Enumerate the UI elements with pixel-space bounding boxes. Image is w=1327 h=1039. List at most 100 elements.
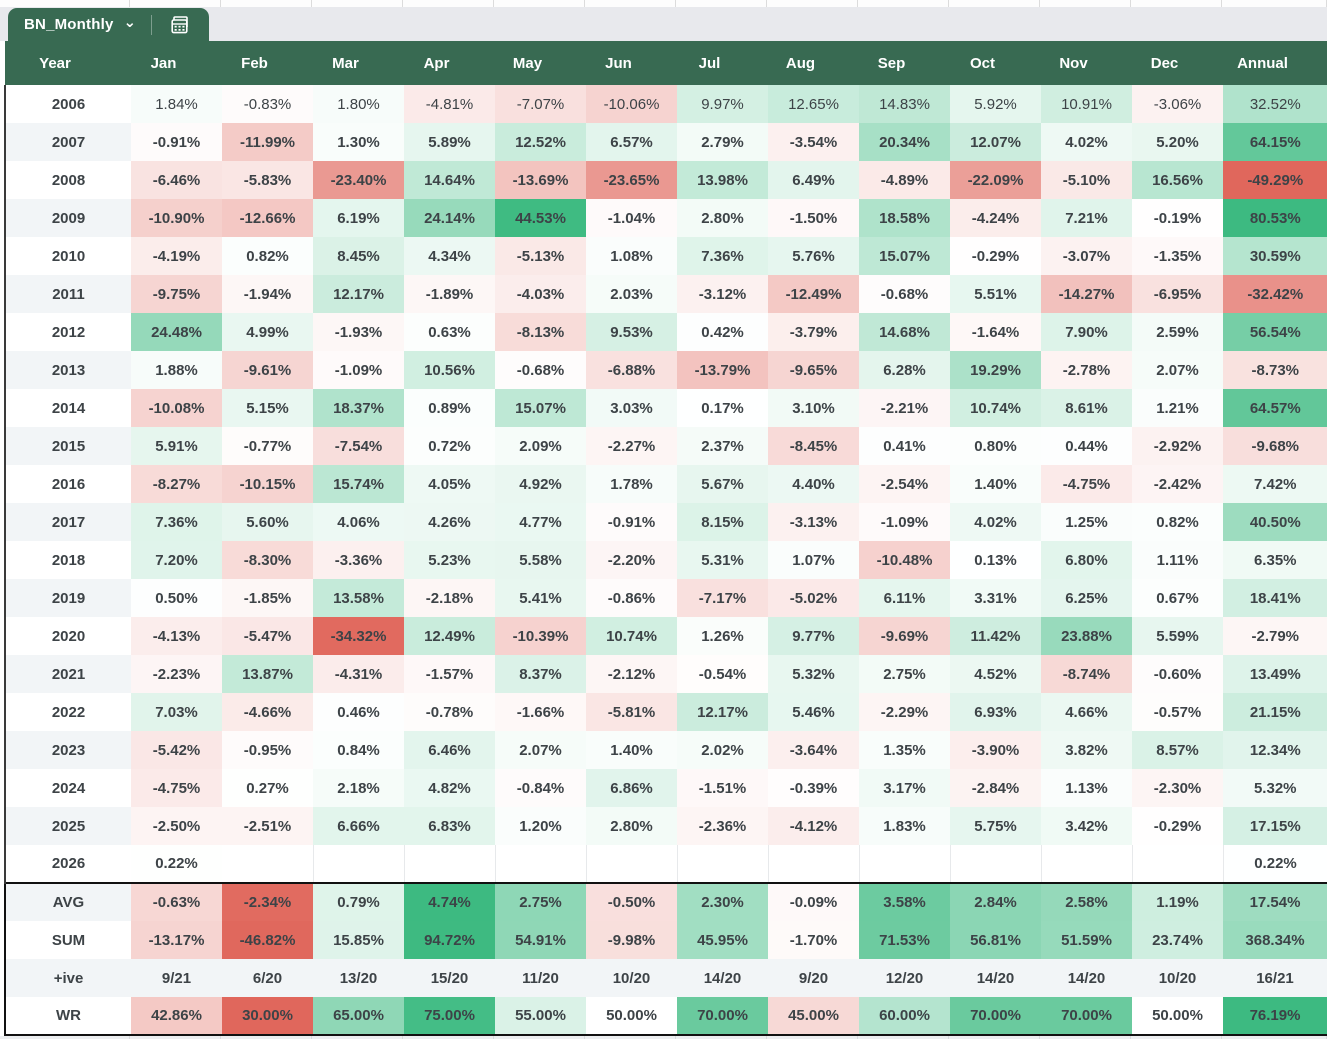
value-cell[interactable]: 4.02% xyxy=(1041,123,1132,161)
value-cell[interactable]: -5.47% xyxy=(222,617,313,655)
value-cell[interactable]: 9/21 xyxy=(131,959,222,997)
value-cell[interactable]: 1.26% xyxy=(677,617,768,655)
value-cell[interactable]: 14/20 xyxy=(950,959,1041,997)
column-header-mar[interactable]: Mar xyxy=(313,41,404,85)
value-cell[interactable]: -0.68% xyxy=(859,275,950,313)
value-cell[interactable]: 8.61% xyxy=(1041,389,1132,427)
value-cell[interactable]: 2.79% xyxy=(677,123,768,161)
value-cell[interactable]: 1.25% xyxy=(1041,503,1132,541)
value-cell[interactable]: 0.17% xyxy=(677,389,768,427)
value-cell[interactable]: -10.08% xyxy=(131,389,222,427)
value-cell[interactable]: 1.35% xyxy=(859,731,950,769)
value-cell[interactable]: -5.13% xyxy=(495,237,586,275)
value-cell[interactable]: 12/20 xyxy=(859,959,950,997)
value-cell[interactable]: -11.99% xyxy=(222,123,313,161)
value-cell[interactable]: -0.84% xyxy=(495,769,586,807)
value-cell[interactable]: -0.77% xyxy=(222,427,313,465)
value-cell[interactable]: -6.46% xyxy=(131,161,222,199)
value-cell[interactable]: -4.31% xyxy=(313,655,404,693)
value-cell[interactable]: 12.07% xyxy=(950,123,1041,161)
value-cell[interactable]: -0.54% xyxy=(677,655,768,693)
value-cell[interactable]: 4.99% xyxy=(222,313,313,351)
column-header-jan[interactable]: Jan xyxy=(131,41,222,85)
value-cell[interactable]: -2.84% xyxy=(950,769,1041,807)
value-cell[interactable]: 5.75% xyxy=(950,807,1041,845)
value-cell[interactable]: -2.79% xyxy=(1223,617,1327,655)
value-cell[interactable]: 6.66% xyxy=(313,807,404,845)
column-header-jul[interactable]: Jul xyxy=(677,41,768,85)
value-cell[interactable]: 3.17% xyxy=(859,769,950,807)
value-cell[interactable]: -2.21% xyxy=(859,389,950,427)
value-cell[interactable]: 55.00% xyxy=(495,997,586,1035)
value-cell[interactable] xyxy=(586,845,678,883)
value-cell[interactable]: 70.00% xyxy=(950,997,1041,1035)
value-cell[interactable] xyxy=(495,845,587,883)
value-cell[interactable]: 10.56% xyxy=(404,351,495,389)
value-cell[interactable]: 5.89% xyxy=(404,123,495,161)
value-cell[interactable]: 4.74% xyxy=(404,883,495,921)
value-cell[interactable]: -2.30% xyxy=(1132,769,1223,807)
value-cell[interactable]: 15.85% xyxy=(313,921,404,959)
value-cell[interactable]: 1.13% xyxy=(1041,769,1132,807)
value-cell[interactable]: 5.46% xyxy=(768,693,859,731)
value-cell[interactable]: 4.02% xyxy=(950,503,1041,541)
value-cell[interactable]: 50.00% xyxy=(1132,997,1223,1035)
value-cell[interactable]: -2.92% xyxy=(1132,427,1223,465)
value-cell[interactable]: -32.42% xyxy=(1223,275,1327,313)
column-header-oct[interactable]: Oct xyxy=(950,41,1041,85)
value-cell[interactable]: 12.49% xyxy=(404,617,495,655)
value-cell[interactable]: 2.07% xyxy=(1132,351,1223,389)
value-cell[interactable]: -2.12% xyxy=(586,655,677,693)
value-cell[interactable]: -5.83% xyxy=(222,161,313,199)
value-cell[interactable]: -13.69% xyxy=(495,161,586,199)
value-cell[interactable]: -46.82% xyxy=(222,921,313,959)
value-cell[interactable]: 13/20 xyxy=(313,959,404,997)
value-cell[interactable]: -1.66% xyxy=(495,693,586,731)
value-cell[interactable]: 24.48% xyxy=(131,313,222,351)
value-cell[interactable]: 51.59% xyxy=(1041,921,1132,959)
value-cell[interactable]: 15.07% xyxy=(495,389,586,427)
value-cell[interactable]: -5.42% xyxy=(131,731,222,769)
value-cell[interactable]: -1.51% xyxy=(677,769,768,807)
value-cell[interactable]: -1.57% xyxy=(404,655,495,693)
value-cell[interactable]: 7.36% xyxy=(131,503,222,541)
value-cell[interactable]: 2.59% xyxy=(1132,313,1223,351)
row-label-cell[interactable]: +ive xyxy=(5,959,131,997)
value-cell[interactable]: 2.75% xyxy=(859,655,950,693)
value-cell[interactable]: -8.30% xyxy=(222,541,313,579)
value-cell[interactable]: -6.88% xyxy=(586,351,677,389)
row-label-cell[interactable]: AVG xyxy=(5,883,131,921)
value-cell[interactable]: 5.58% xyxy=(495,541,586,579)
value-cell[interactable]: 5.51% xyxy=(950,275,1041,313)
value-cell[interactable]: 19.29% xyxy=(950,351,1041,389)
value-cell[interactable]: 3.03% xyxy=(586,389,677,427)
value-cell[interactable]: 3.42% xyxy=(1041,807,1132,845)
value-cell[interactable]: 7.42% xyxy=(1223,465,1327,503)
row-label-cell[interactable]: 2010 xyxy=(5,237,131,275)
value-cell[interactable]: 10/20 xyxy=(586,959,677,997)
value-cell[interactable]: 12.17% xyxy=(313,275,404,313)
value-cell[interactable]: 16.56% xyxy=(1132,161,1223,199)
value-cell[interactable]: -0.29% xyxy=(1132,807,1223,845)
value-cell[interactable] xyxy=(859,845,951,883)
value-cell[interactable]: -1.09% xyxy=(313,351,404,389)
value-cell[interactable]: 2.80% xyxy=(586,807,677,845)
value-cell[interactable]: -4.75% xyxy=(131,769,222,807)
value-cell[interactable]: 64.15% xyxy=(1223,123,1327,161)
row-label-cell[interactable]: 2023 xyxy=(5,731,131,769)
value-cell[interactable]: -2.50% xyxy=(131,807,222,845)
value-cell[interactable]: 18.37% xyxy=(313,389,404,427)
value-cell[interactable]: -0.50% xyxy=(586,883,677,921)
value-cell[interactable]: -14.27% xyxy=(1041,275,1132,313)
value-cell[interactable]: 5.32% xyxy=(768,655,859,693)
value-cell[interactable]: 2.75% xyxy=(495,883,586,921)
sheet-tab-bn-monthly[interactable]: BN_Monthly ⌄ xyxy=(8,8,210,41)
value-cell[interactable]: 17.54% xyxy=(1223,883,1327,921)
value-cell[interactable]: 9/20 xyxy=(768,959,859,997)
value-cell[interactable]: 4.52% xyxy=(950,655,1041,693)
value-cell[interactable]: -1.64% xyxy=(950,313,1041,351)
value-cell[interactable]: 12.65% xyxy=(768,85,859,123)
value-cell[interactable]: 30.00% xyxy=(222,997,313,1035)
value-cell[interactable]: 60.00% xyxy=(859,997,950,1035)
value-cell[interactable]: 56.81% xyxy=(950,921,1041,959)
